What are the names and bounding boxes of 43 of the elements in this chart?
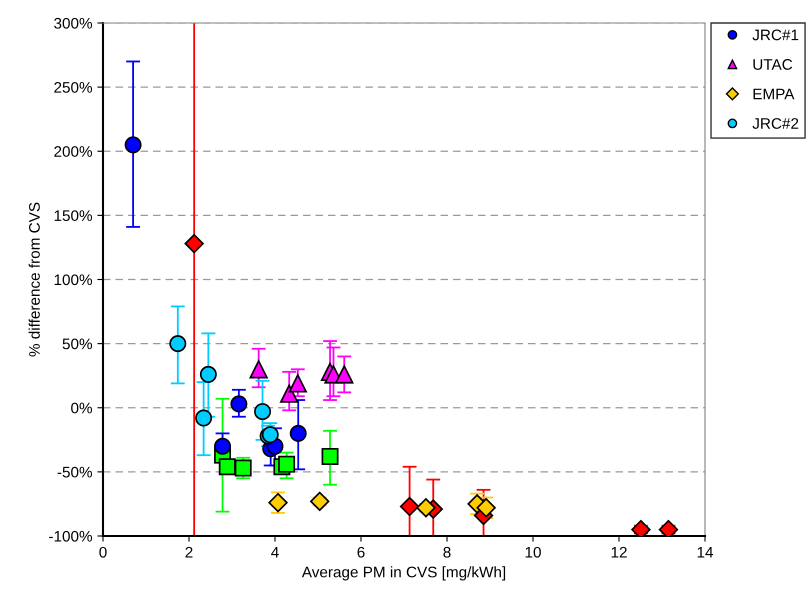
x-tick-label: 2 [186,546,192,558]
point [335,365,354,384]
point [254,403,272,420]
point [195,410,212,426]
point [230,395,248,412]
point [169,335,186,352]
x-tick-label: 10 [526,546,541,558]
y-tick-label: 150% [54,210,92,222]
y-tick-label: 300% [54,18,92,29]
y-axis-title: % difference from CVS [28,202,40,357]
point [310,492,330,512]
y-tick-label: 100% [54,274,92,286]
x-axis-title: Average PM in CVS [mg/kWh] [302,566,506,580]
y-tick-label: -50% [58,466,92,478]
point [214,438,232,455]
y-tick-label: 0% [71,402,92,414]
legend-label: JRC#1 [752,30,798,40]
point [290,424,307,442]
legend-label: JRC#2 [752,118,798,129]
y-tick-label: 250% [54,82,92,93]
x-tick-label: 14 [698,546,714,558]
point [124,136,142,154]
point [249,360,268,378]
x-tick-label: 4 [271,546,279,558]
x-tick-label: 12 [612,546,627,558]
y-tick-label: -100% [49,530,92,542]
point [416,498,436,518]
point [288,374,307,393]
point [184,234,204,254]
x-tick-label: 8 [443,546,451,558]
x-tick-label: 0 [99,546,107,558]
legend-label: EMPA [754,88,794,100]
point [278,456,296,473]
point [280,384,298,403]
x-tick-label: 6 [358,546,365,558]
legend-label: UTAC [753,59,792,70]
point [322,448,339,465]
point [200,366,217,383]
y-tick-label: 50% [62,338,92,350]
point [218,458,236,476]
point [234,460,252,476]
y-tick-label: 200% [54,146,92,157]
point [400,496,420,516]
